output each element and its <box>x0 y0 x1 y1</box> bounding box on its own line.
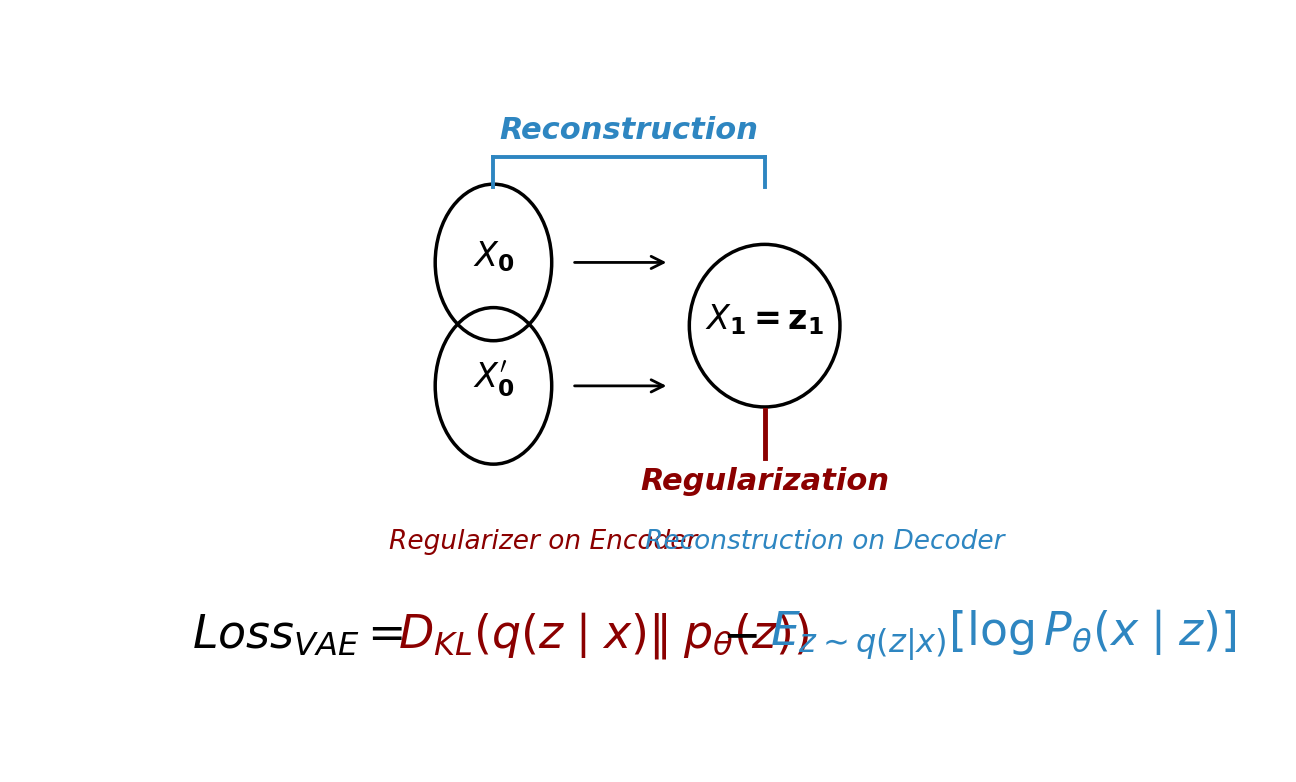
Text: $-$: $-$ <box>722 613 757 658</box>
Text: $\mathbf{\mathit{X}_1 = z_1}$: $\mathbf{\mathit{X}_1 = z_1}$ <box>705 303 824 337</box>
Text: $\mathbf{\mathit{X}_0}$: $\mathbf{\mathit{X}_0}$ <box>473 239 515 274</box>
Text: Reconstruction: Reconstruction <box>499 116 758 145</box>
Text: Regularization: Regularization <box>640 467 889 496</box>
Text: $\mathit{Loss}_{VAE} =$: $\mathit{Loss}_{VAE} =$ <box>192 613 403 658</box>
Text: Reconstruction on Decoder: Reconstruction on Decoder <box>645 529 1004 555</box>
Text: $E_{z\sim q(z|x)}[\log P_{\theta}(x \mid z)]$: $E_{z\sim q(z|x)}[\log P_{\theta}(x \mid… <box>770 608 1236 663</box>
Text: Regularizer on Encoder: Regularizer on Encoder <box>390 529 697 555</box>
Text: $\mathbf{\mathit{X}_0'}$: $\mathbf{\mathit{X}_0'}$ <box>473 360 515 400</box>
Text: $D_{KL}(q(z \mid x)\| \; p_{\theta}(z))$: $D_{KL}(q(z \mid x)\| \; p_{\theta}(z))$ <box>398 610 810 662</box>
